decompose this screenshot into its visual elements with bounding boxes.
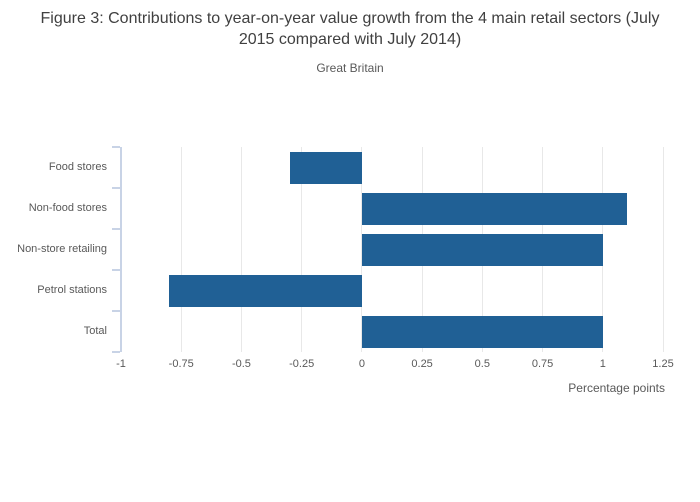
bar-total <box>361 316 603 348</box>
x-tick-label: -1 <box>116 358 126 370</box>
x-tick-label: -0.5 <box>231 358 251 370</box>
chart-subtitle: Great Britain <box>316 61 384 75</box>
y-axis-tick <box>112 269 120 271</box>
y-axis-tick <box>112 146 120 148</box>
x-tick-label: 0 <box>358 358 365 370</box>
gridline <box>240 147 242 352</box>
category-label-total: Total <box>83 325 107 337</box>
category-label-non-food-stores: Non-food stores <box>28 202 107 214</box>
y-axis-line <box>120 147 122 352</box>
bar-petrol-stations <box>169 275 362 307</box>
gridline <box>662 147 664 352</box>
bar-non-food-stores <box>361 193 627 225</box>
x-tick-label: 1 <box>599 358 606 370</box>
category-label-food-stores: Food stores <box>48 161 107 173</box>
gridline <box>301 147 303 352</box>
gridline <box>602 147 604 352</box>
category-label-non-store-retailing: Non-store retailing <box>17 243 107 255</box>
x-axis-title: Percentage points <box>568 381 665 395</box>
x-tick-label: 1.25 <box>652 358 674 370</box>
chart-title: Figure 3: Contributions to year-on-year … <box>40 10 660 48</box>
x-tick-label: 0.25 <box>411 358 433 370</box>
y-axis-tick <box>112 351 120 353</box>
bar-food-stores <box>289 152 362 184</box>
y-axis-tick <box>112 228 120 230</box>
y-axis-tick <box>112 187 120 189</box>
x-tick-label: -0.25 <box>289 358 315 370</box>
gridline <box>180 147 182 352</box>
y-axis-tick <box>112 310 120 312</box>
bar-non-store-retailing <box>361 234 603 266</box>
x-tick-label: 0.75 <box>531 358 554 370</box>
x-tick-label: -0.75 <box>168 358 194 370</box>
category-label-petrol-stations: Petrol stations <box>37 284 107 296</box>
x-tick-label: 0.5 <box>474 358 490 370</box>
